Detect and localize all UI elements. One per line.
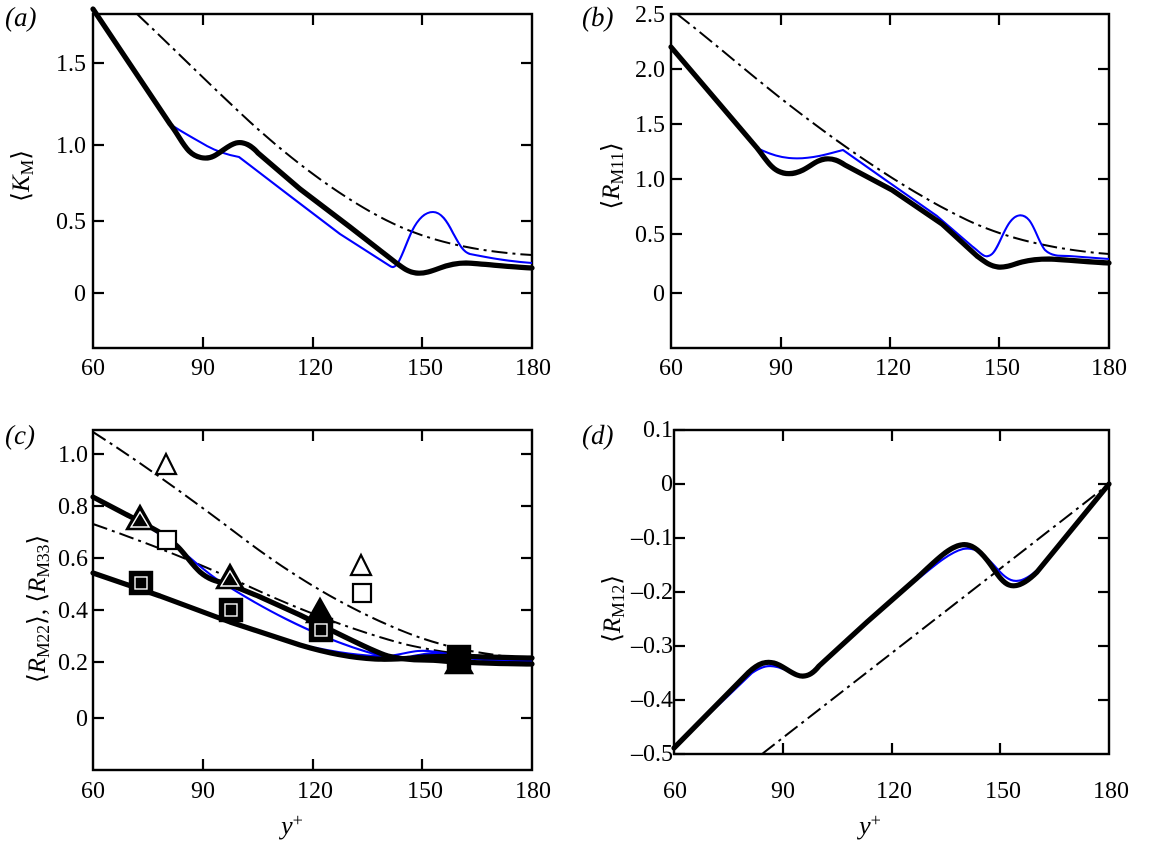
panel-d-xtick-120: 120 [876, 778, 912, 804]
panel-b-ytick-0: 0 [653, 281, 665, 307]
panel-c-xtick-60: 60 [81, 778, 105, 804]
panel-d-xtick-150: 150 [985, 778, 1021, 804]
panel-b-xtick-150: 150 [984, 355, 1020, 381]
panel-c-xtick-150: 150 [407, 778, 443, 804]
panel-d-ytick--0.3: –0.3 [631, 633, 673, 659]
panel-c: (c) ⟨RM22⟩, ⟨RM33⟩ 1.0 0.8 0.6 0.4 0.2 0… [0, 400, 576, 845]
panel-d-plot [671, 428, 1112, 756]
panel-b-ytick-2.0: 2.0 [635, 57, 665, 83]
panel-a: (a) ⟨KM⟩ 1.5 1.0 0.5 0 60 90 120 150 180 [0, 0, 576, 400]
panel-a-ytick-0.5: 0.5 [56, 209, 86, 235]
panel-b-ytick-0.5: 0.5 [635, 222, 665, 248]
panel-b: (b) ⟨RM11⟩ 2.5 2.0 1.5 1.0 0.5 0 60 90 1… [577, 0, 1153, 400]
panel-b-label: (b) [582, 2, 614, 32]
panel-c-xlabel: y+ [281, 810, 303, 841]
panel-a-ytick-0: 0 [74, 281, 86, 307]
panel-c-plot [90, 428, 535, 772]
panel-c-ytick-0: 0 [76, 706, 88, 732]
panel-d-ytick--0.1: –0.1 [631, 525, 673, 551]
panel-d-xtick-180: 180 [1093, 778, 1129, 804]
panel-d-ytick--0.2: –0.2 [631, 579, 673, 605]
panel-c-ytick-0.4: 0.4 [58, 598, 88, 624]
panel-d-ytick-0.1: 0.1 [643, 417, 673, 443]
panel-a-xtick-180: 180 [515, 355, 551, 381]
panel-c-ytick-0.8: 0.8 [58, 494, 88, 520]
panel-a-ytick-1.0: 1.0 [56, 133, 86, 159]
panel-a-xtick-90: 90 [191, 355, 215, 381]
panel-c-label: (c) [5, 420, 35, 450]
panel-b-ytick-1.5: 1.5 [635, 112, 665, 138]
panel-d-xtick-90: 90 [771, 778, 795, 804]
panel-a-xtick-150: 150 [407, 355, 443, 381]
panel-c-ytick-1.0: 1.0 [58, 442, 88, 468]
panel-b-ytick-2.5: 2.5 [635, 2, 665, 28]
panel-b-plot [668, 12, 1112, 350]
panel-d: (d) ⟨RM12⟩ 0.1 0 –0.1 –0.2 –0.3 –0.4 –0.… [577, 400, 1153, 845]
panel-d-xtick-60: 60 [663, 778, 687, 804]
panel-c-xtick-120: 120 [297, 778, 333, 804]
panel-a-xtick-60: 60 [81, 355, 105, 381]
panel-b-xtick-180: 180 [1091, 355, 1127, 381]
panel-d-ytick--0.4: –0.4 [631, 687, 673, 713]
panel-d-ytick--0.5: –0.5 [631, 741, 673, 767]
panel-d-xlabel: y+ [859, 810, 881, 841]
panel-c-xtick-90: 90 [191, 778, 215, 804]
panel-c-ytick-0.2: 0.2 [58, 650, 88, 676]
panel-a-xtick-120: 120 [297, 355, 333, 381]
panel-a-label: (a) [5, 2, 37, 32]
panel-a-plot [90, 6, 535, 350]
panel-b-xtick-90: 90 [769, 355, 793, 381]
panel-c-xtick-180: 180 [515, 778, 551, 804]
panel-d-ytick-0: 0 [661, 471, 673, 497]
panel-b-xtick-120: 120 [875, 355, 911, 381]
panel-a-ytick-1.5: 1.5 [56, 51, 86, 77]
panel-b-ytick-1.0: 1.0 [635, 167, 665, 193]
panel-d-label: (d) [582, 420, 614, 450]
panel-b-xtick-60: 60 [659, 355, 683, 381]
panel-c-ytick-0.6: 0.6 [58, 546, 88, 572]
